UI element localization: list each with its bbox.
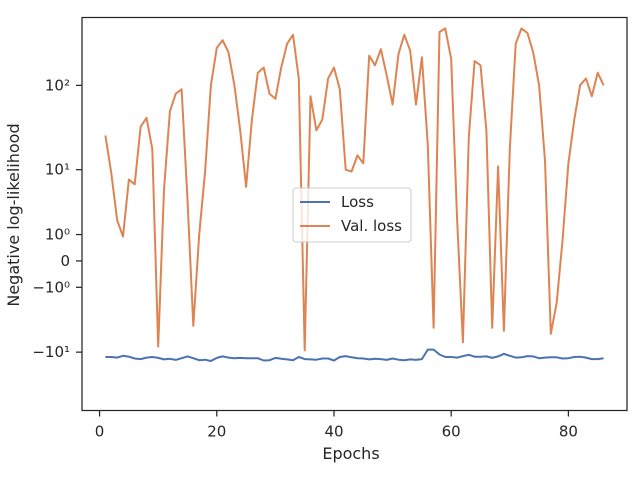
legend-label-loss: Loss — [341, 193, 374, 211]
x-axis-label: Epochs — [322, 444, 379, 463]
series-layer — [104, 27, 605, 362]
legend-label-val-loss: Val. loss — [341, 217, 402, 235]
x-tick-label: 20 — [207, 423, 226, 441]
legend: Loss Val. loss — [292, 187, 412, 243]
y-axis-ticks: −10¹ −10⁰ 0 10⁰ 10¹ 10² — [32, 76, 82, 361]
x-tick-label: 80 — [559, 423, 578, 441]
y-tick-label: −10⁰ — [32, 278, 70, 296]
series-line-loss — [105, 348, 604, 362]
series-line-val-loss — [104, 27, 605, 352]
x-axis-ticks: 0 20 40 60 80 — [95, 410, 578, 441]
y-tick-label: −10¹ — [32, 343, 70, 361]
x-tick-label: 60 — [442, 423, 461, 441]
y-tick-label: 0 — [60, 252, 70, 270]
x-tick-label: 40 — [324, 423, 343, 441]
y-axis-label: Negative log-likelihood — [4, 123, 23, 306]
y-tick-label: 10¹ — [45, 161, 70, 179]
x-tick-label: 0 — [95, 423, 105, 441]
y-tick-label: 10² — [45, 76, 70, 94]
y-tick-label: 10⁰ — [45, 226, 70, 244]
plot-frame — [81, 16, 628, 412]
